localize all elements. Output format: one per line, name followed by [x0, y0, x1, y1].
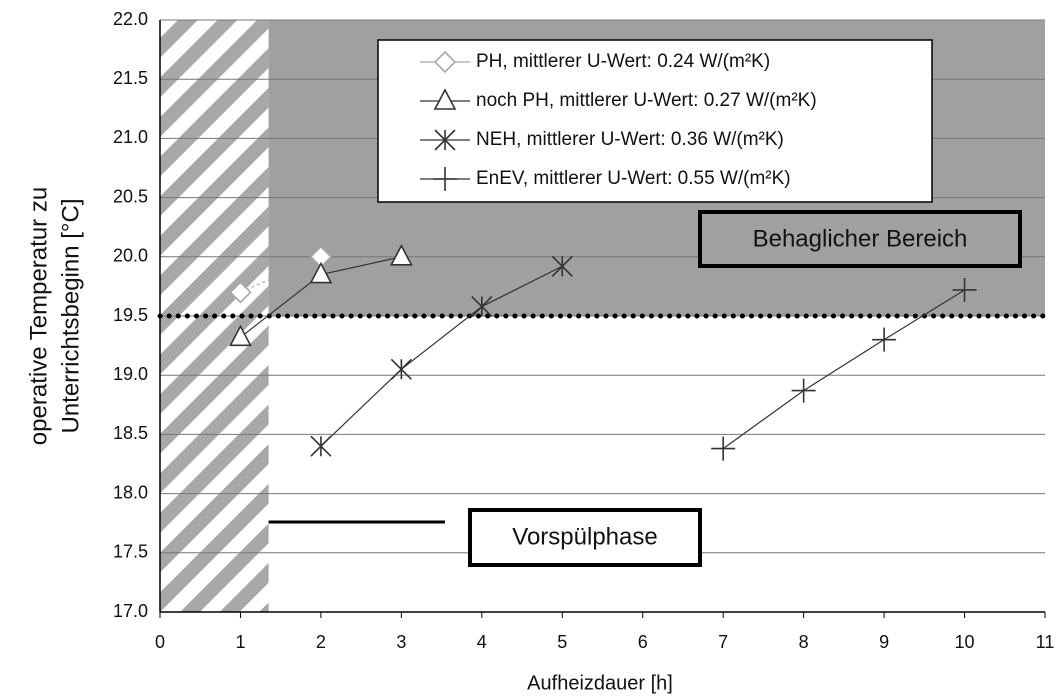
- y-tick-label: 19.5: [113, 305, 148, 325]
- x-axis-label: Aufheizdauer [h]: [527, 672, 673, 694]
- annotation-box: [468, 508, 702, 567]
- series-line: [320, 265, 563, 447]
- y-tick-label: 18.5: [113, 423, 148, 443]
- marker: [791, 378, 816, 403]
- marker: [390, 358, 412, 380]
- marker: [390, 244, 413, 266]
- marker: [309, 261, 333, 284]
- annotation: Vorspülphase: [512, 523, 657, 550]
- legend-label: NEH, mittlerer U-Wert: 0.36 W/(m²K): [476, 129, 784, 150]
- y-axis-label: operative Temperatur zu: [25, 187, 52, 445]
- marker: [229, 324, 252, 347]
- x-tick-label: 5: [557, 632, 567, 652]
- marker: [551, 255, 573, 277]
- series-line: [240, 256, 322, 293]
- y-axis-label: Unterrichtsbeginn [°C]: [57, 198, 84, 433]
- legend: [377, 39, 933, 203]
- x-tick-label: 7: [718, 632, 728, 652]
- annotation-box: [698, 210, 1022, 268]
- x-tick-label: 10: [955, 632, 975, 652]
- marker: [711, 436, 736, 461]
- marker: [229, 281, 252, 304]
- marker: [434, 129, 456, 151]
- y-tick-label: 20.5: [113, 186, 148, 206]
- y-tick-label: 17.0: [113, 601, 148, 621]
- y-tick-label: 21.0: [113, 127, 148, 147]
- marker: [471, 295, 493, 318]
- series-line: [722, 289, 965, 450]
- marker: [952, 277, 977, 302]
- legend-label: noch PH, mittlerer U-Wert: 0.27 W/(m²K): [476, 90, 817, 111]
- y-tick-label: 22.0: [113, 9, 148, 29]
- x-tick-label: 6: [638, 632, 648, 652]
- y-tick-label: 17.5: [113, 542, 148, 562]
- annotation: Behaglicher Bereich: [753, 225, 968, 252]
- y-tick-label: 19.0: [113, 364, 148, 384]
- marker: [433, 88, 457, 110]
- y-tick-label: 21.5: [113, 68, 148, 88]
- legend-label: PH, mittlerer U-Wert: 0.24 W/(m²K): [476, 51, 770, 72]
- y-tick-label: 18.0: [113, 482, 148, 502]
- x-tick-label: 0: [155, 632, 165, 652]
- marker: [872, 327, 897, 352]
- x-tick-label: 8: [799, 632, 809, 652]
- marker: [433, 167, 457, 191]
- x-tick-label: 9: [879, 632, 889, 652]
- x-tick-label: 2: [316, 632, 326, 652]
- x-tick-label: 11: [1036, 632, 1055, 652]
- x-tick-label: 1: [235, 632, 245, 652]
- x-tick-label: 3: [396, 632, 406, 652]
- marker: [433, 50, 457, 74]
- marker: [310, 435, 332, 457]
- y-tick-label: 20.0: [113, 246, 148, 266]
- legend-label: EnEV, mittlerer U-Wert: 0.55 W/(m²K): [476, 168, 791, 189]
- x-tick-label: 4: [477, 632, 487, 652]
